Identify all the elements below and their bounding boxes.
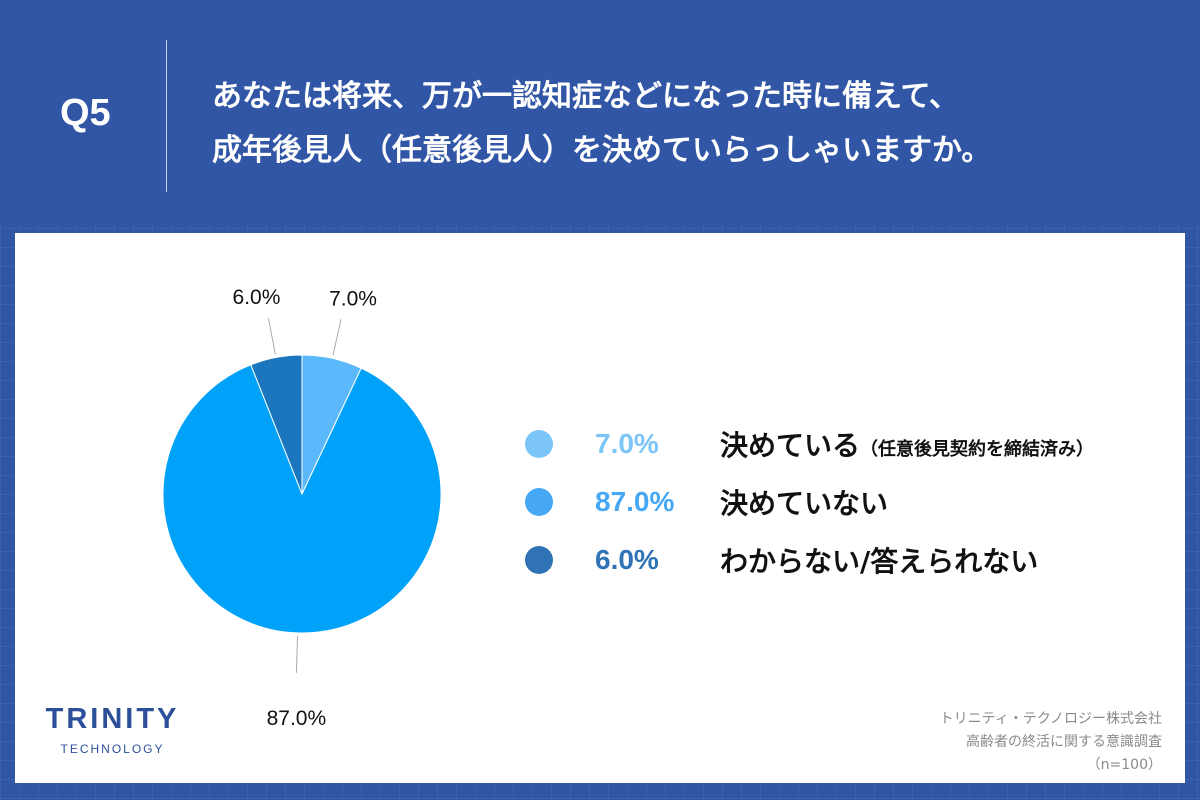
data-label: 87.0%: [267, 707, 327, 730]
source-company: トリニティ・テクノロジー株式会社: [939, 711, 1162, 727]
legend-label: 決めていない: [720, 487, 889, 520]
logo-main: TRINITY: [45, 703, 180, 735]
legend-percent: 7.0%: [595, 428, 659, 459]
source-sample: （n=100）: [1086, 757, 1162, 773]
source-survey: 高齢者の終活に関する意識調査: [966, 734, 1162, 750]
legend-label-text: 決めている: [720, 429, 861, 462]
legend-label-note: （任意後見契約を締結済み）: [860, 439, 1095, 460]
legend-percent: 6.0%: [595, 544, 659, 575]
legend-label: 決めている（任意後見契約を締結済み）: [720, 424, 1094, 464]
trinity-logo: TRINITY TECHNOLOGY: [40, 703, 185, 756]
divider: [166, 40, 167, 192]
legend-dot: [525, 546, 553, 574]
legend-dot: [525, 430, 553, 458]
question-number: Q5: [60, 92, 111, 134]
title-line-2: 成年後見人（任意後見人）を決めていらっしゃいますか。: [212, 133, 992, 168]
legend-label: わからない/答えられない: [720, 545, 1039, 578]
legend-item: 87.0% 決めていない: [525, 473, 1094, 531]
legend-item: 7.0% 決めている（任意後見契約を締結済み）: [525, 415, 1094, 473]
data-label: 7.0%: [329, 287, 377, 310]
logo-sub: TECHNOLOGY: [60, 742, 165, 756]
legend-item: 6.0% わからない/答えられない: [525, 531, 1094, 589]
pie-slice: [250, 354, 303, 495]
header: Q5 あなたは将来、万が一認知症などになった時に備えて、 成年後見人（任意後見人…: [0, 0, 1200, 225]
legend-dot: [525, 488, 553, 516]
legend: 7.0% 決めている（任意後見契約を締結済み） 87.0% 決めていない 6.0…: [525, 415, 1094, 589]
data-label: 6.0%: [233, 286, 281, 309]
title-line-1: あなたは将来、万が一認知症などになった時に備えて、: [212, 79, 959, 114]
source-note: トリニティ・テクノロジー株式会社 高齢者の終活に関する意識調査 （n=100）: [940, 708, 1162, 777]
question-title: あなたは将来、万が一認知症などになった時に備えて、 成年後見人（任意後見人）を決…: [212, 70, 991, 178]
pie-slice: [162, 364, 442, 634]
leader-line: [332, 319, 342, 356]
leader-line: [267, 318, 276, 355]
legend-percent: 87.0%: [595, 486, 675, 517]
leader-line: [295, 635, 299, 673]
